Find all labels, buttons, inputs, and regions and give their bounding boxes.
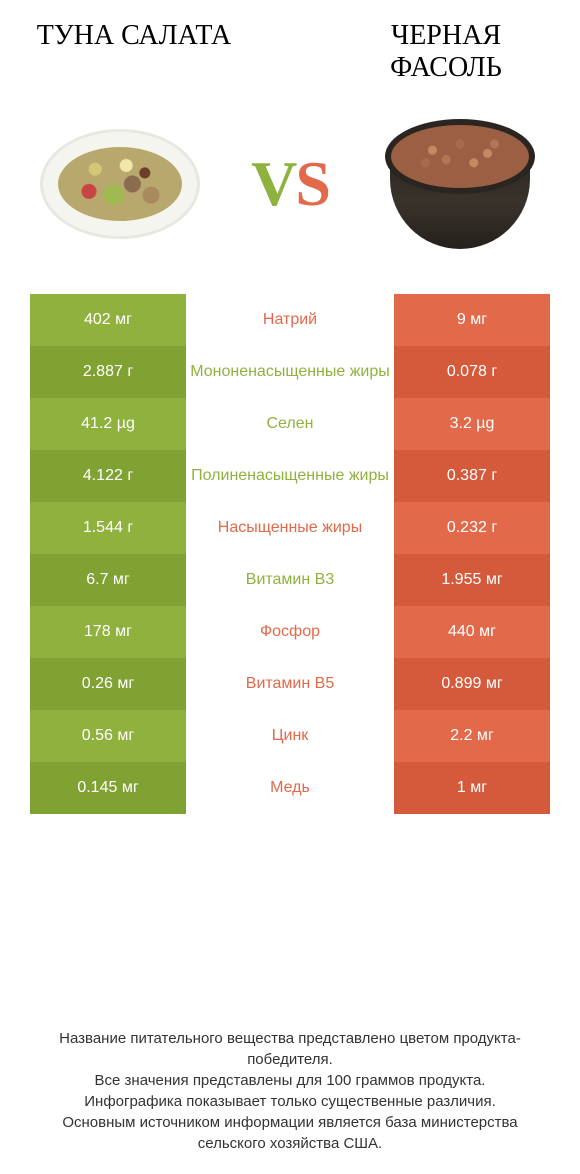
nutrient-label: Мононенасыщенные жиры	[186, 346, 394, 398]
table-row: 4.122 гПолиненасыщенные жиры0.387 г	[30, 450, 550, 502]
vs-label: VS	[251, 147, 329, 221]
right-value: 3.2 µg	[394, 398, 550, 450]
table-row: 41.2 µgСелен3.2 µg	[30, 398, 550, 450]
table-row: 402 мгНатрий9 мг	[30, 294, 550, 346]
nutrient-label: Витамин B3	[186, 554, 394, 606]
left-value: 41.2 µg	[30, 398, 186, 450]
table-body: 402 мгНатрий9 мг2.887 гМононенасыщенные …	[30, 294, 550, 814]
table-row: 1.544 гНасыщенные жиры0.232 г	[30, 502, 550, 554]
right-value: 0.078 г	[394, 346, 550, 398]
footer-line: Название питательного вещества представл…	[40, 1028, 540, 1070]
right-value: 2.2 мг	[394, 710, 550, 762]
right-value: 9 мг	[394, 294, 550, 346]
right-value: 0.387 г	[394, 450, 550, 502]
footer-line: Все значения представлены для 100 граммо…	[40, 1070, 540, 1091]
left-food-image	[30, 114, 210, 254]
nutrient-label: Медь	[186, 762, 394, 814]
table-row: 0.56 мгЦинк2.2 мг	[30, 710, 550, 762]
table-row: 2.887 гМононенасыщенные жиры0.078 г	[30, 346, 550, 398]
footer: Название питательного вещества представл…	[30, 1028, 550, 1154]
nutrient-label: Витамин B5	[186, 658, 394, 710]
nutrient-label: Фосфор	[186, 606, 394, 658]
left-value: 0.56 мг	[30, 710, 186, 762]
comparison-table: 402 мгНатрий9 мг2.887 гМононенасыщенные …	[30, 294, 550, 814]
nutrient-label: Полиненасыщенные жиры	[186, 450, 394, 502]
vs-s: S	[295, 148, 329, 219]
left-value: 0.145 мг	[30, 762, 186, 814]
left-value: 0.26 мг	[30, 658, 186, 710]
images-row: VS	[30, 114, 550, 254]
left-value: 402 мг	[30, 294, 186, 346]
left-value: 2.887 г	[30, 346, 186, 398]
right-food-image	[370, 114, 550, 254]
left-value: 178 мг	[30, 606, 186, 658]
footer-line: Инфографика показывает только существенн…	[40, 1091, 540, 1112]
nutrient-label: Насыщенные жиры	[186, 502, 394, 554]
right-title: ЧЕРНАЯ ФАСОЛЬ	[342, 20, 550, 84]
nutrient-label: Натрий	[186, 294, 394, 346]
table-row: 178 мгФосфор440 мг	[30, 606, 550, 658]
header: ТУНА САЛАТА ЧЕРНАЯ ФАСОЛЬ	[30, 20, 550, 84]
right-value: 1 мг	[394, 762, 550, 814]
vs-v: V	[251, 148, 295, 219]
salad-plate-icon	[40, 129, 200, 239]
left-value: 1.544 г	[30, 502, 186, 554]
table-row: 6.7 мгВитамин B31.955 мг	[30, 554, 550, 606]
nutrient-label: Цинк	[186, 710, 394, 762]
right-value: 0.232 г	[394, 502, 550, 554]
right-value: 1.955 мг	[394, 554, 550, 606]
beans-bowl-icon	[380, 119, 540, 249]
table-row: 0.145 мгМедь1 мг	[30, 762, 550, 814]
left-title: ТУНА САЛАТА	[30, 20, 238, 84]
left-value: 4.122 г	[30, 450, 186, 502]
right-value: 0.899 мг	[394, 658, 550, 710]
right-value: 440 мг	[394, 606, 550, 658]
footer-line: Основным источником информации является …	[40, 1112, 540, 1154]
table-row: 0.26 мгВитамин B50.899 мг	[30, 658, 550, 710]
nutrient-label: Селен	[186, 398, 394, 450]
left-value: 6.7 мг	[30, 554, 186, 606]
